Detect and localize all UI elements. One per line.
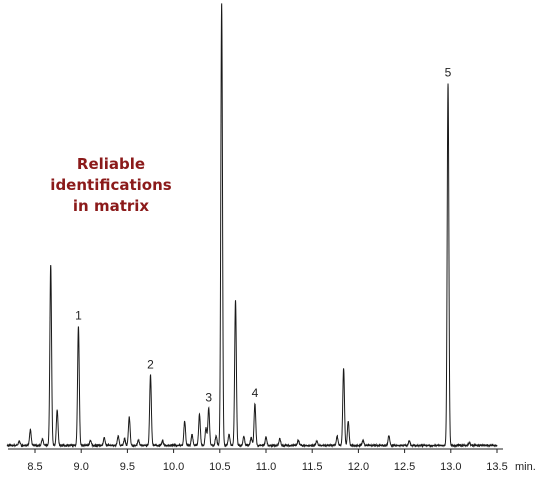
annotation-caption: Reliable identifications in matrix (14, 154, 208, 217)
peak-labels: 1 2 3 4 5 (75, 66, 452, 405)
x-tick-label: 9.5 (120, 461, 135, 473)
x-axis-ticks: 8.5 9.0 9.5 10.0 10.5 11.0 11.5 12.0 12.5 13.0 13.… (27, 449, 508, 473)
x-tick-label: 13.0 (440, 461, 461, 473)
peak-label-1: 1 (75, 309, 82, 323)
annotation-line-1: Reliable identifications (50, 155, 172, 194)
peak-label-3: 3 (205, 390, 212, 404)
x-tick-label: 9.0 (74, 461, 89, 473)
x-axis-unit-label: min. (515, 461, 536, 473)
annotation-line-2: in matrix (72, 197, 150, 215)
chromatogram-trace (6, 3, 498, 449)
x-tick-label: 11.0 (256, 461, 277, 473)
x-tick-label: 11.5 (302, 461, 323, 473)
x-tick-label: 13.5 (486, 461, 507, 473)
x-tick-label: 12.0 (348, 461, 369, 473)
peak-label-4: 4 (252, 386, 259, 400)
x-tick-label: 8.5 (27, 461, 42, 473)
x-tick-label: 10.5 (209, 461, 230, 473)
x-tick-label: 10.0 (163, 461, 184, 473)
peak-label-5: 5 (445, 66, 452, 80)
x-tick-label: 12.5 (394, 461, 415, 473)
peak-label-2: 2 (147, 357, 154, 371)
